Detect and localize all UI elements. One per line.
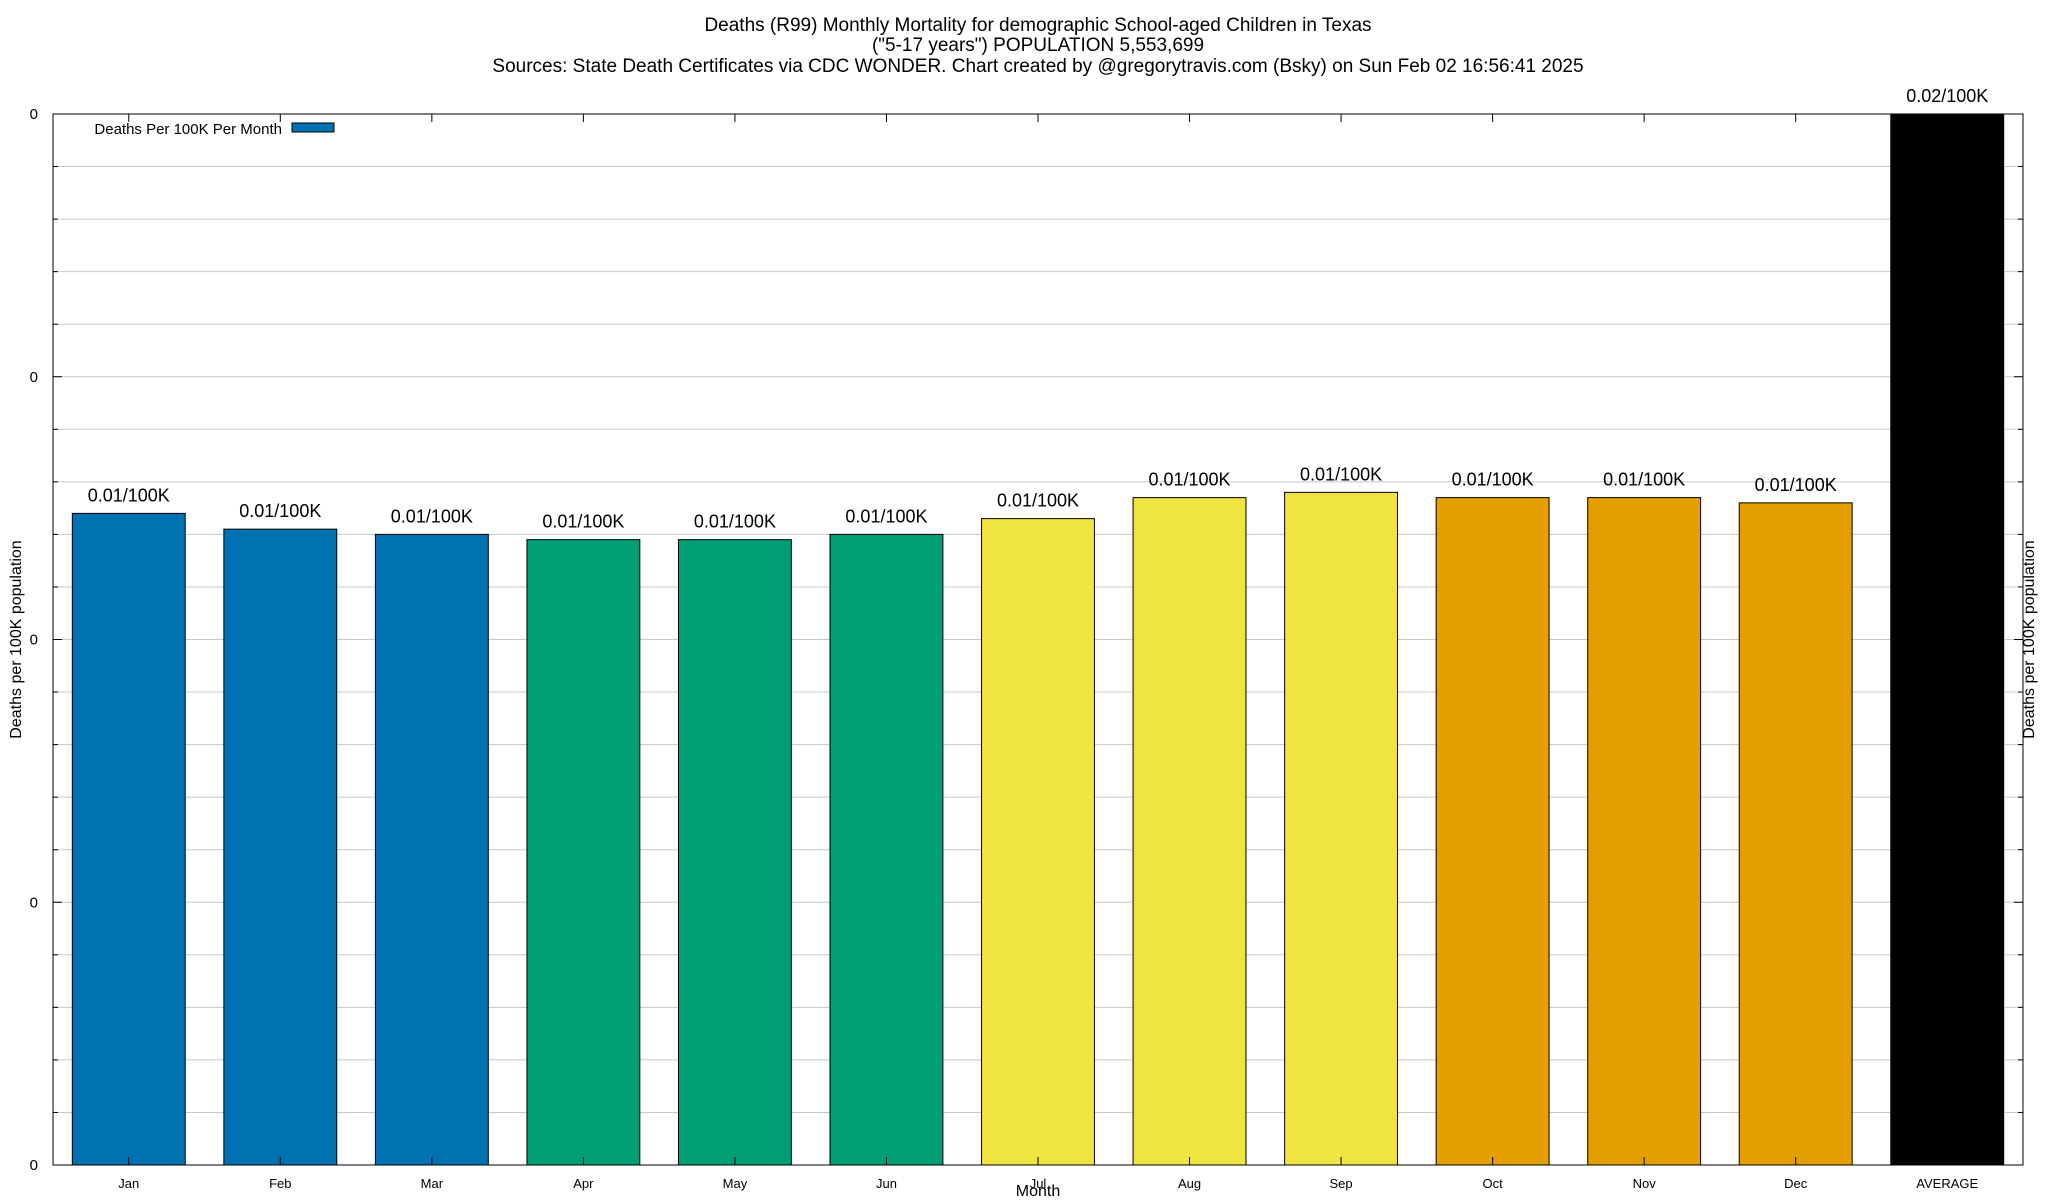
title-line-3: Sources: State Death Certificates via CD… (492, 56, 1583, 77)
title-line-1: Deaths (R99) Monthly Mortality for demog… (704, 15, 1371, 36)
x-tick-label-jan: Jan (118, 1176, 139, 1191)
data-label-mar: 0.01/100K (391, 506, 473, 526)
bar-apr (526, 539, 641, 1166)
bar-jun (829, 533, 944, 1166)
x-tick-labels: Jan Feb Mar Apr May Jun Jul Aug Sep Oct Nov Dec AVER… (118, 1176, 1978, 1191)
data-label-average: 0.02/100K (1906, 86, 1988, 106)
x-tick-label-may: May (723, 1176, 748, 1191)
x-tick-label-oct: Oct (1482, 1176, 1503, 1191)
bar-feb (223, 528, 338, 1166)
x-tick-label-mar: Mar (421, 1176, 444, 1191)
bar-oct (1435, 497, 1550, 1166)
data-label-aug: 0.01/100K (1148, 470, 1230, 490)
bar-sep (1284, 491, 1399, 1166)
bar-nov (1587, 497, 1702, 1166)
legend: Deaths Per 100K Per Month (94, 121, 335, 138)
data-label-dec: 0.01/100K (1755, 475, 1837, 495)
bar-jul (981, 518, 1095, 1166)
data-label-jul: 0.01/100K (997, 491, 1079, 511)
data-label-jun: 0.01/100K (845, 506, 927, 526)
bars (71, 113, 2005, 1166)
data-labels: 0.01/100K 0.01/100K 0.01/100K 0.01/100K 0.01… (88, 86, 1989, 532)
x-tick-label-nov: Nov (1633, 1176, 1657, 1191)
data-label-feb: 0.01/100K (239, 501, 321, 521)
x-tick-label-apr: Apr (573, 1176, 594, 1191)
bar-dec (1738, 502, 1853, 1166)
y-tick-label: 0 (30, 369, 38, 386)
data-label-jan: 0.01/100K (88, 485, 170, 505)
title-line-2: ("5-17 years") POPULATION 5,553,699 (872, 35, 1204, 56)
bar-jan (71, 512, 186, 1166)
y-tick-labels: 0 0 0 0 0 (30, 106, 38, 1174)
data-label-oct: 0.01/100K (1452, 470, 1534, 490)
y-tick-label: 0 (30, 632, 38, 649)
legend-label: Deaths Per 100K Per Month (94, 121, 282, 138)
y-tick-label: 0 (30, 894, 38, 911)
x-tick-label-sep: Sep (1330, 1176, 1353, 1191)
x-tick-label-average: AVERAGE (1916, 1176, 1978, 1191)
y-axis-label: Deaths per 100K population (8, 540, 25, 738)
x-tick-label-aug: Aug (1178, 1176, 1201, 1191)
bar-mar (374, 533, 489, 1166)
bar-may (677, 539, 792, 1166)
bar-average (1890, 113, 2005, 1166)
x-axis-label: Month (1016, 1183, 1060, 1200)
x-tick-label-jul: Jul (1030, 1176, 1047, 1191)
data-label-sep: 0.01/100K (1300, 464, 1382, 484)
bar-aug (1132, 497, 1247, 1166)
data-label-apr: 0.01/100K (542, 512, 624, 532)
chart-title: Deaths (R99) Monthly Mortality for demog… (492, 15, 1583, 77)
legend-swatch (291, 122, 335, 133)
x-tick-label-dec: Dec (1784, 1176, 1808, 1191)
data-label-may: 0.01/100K (694, 512, 776, 532)
data-label-nov: 0.01/100K (1603, 470, 1685, 490)
x-tick-label-jun: Jun (876, 1176, 897, 1191)
y2-axis-label: Deaths per 100K population (2021, 540, 2038, 738)
x-tick-label-feb: Feb (269, 1176, 291, 1191)
y-tick-label: 0 (30, 1157, 38, 1174)
axis-ticks (53, 113, 2023, 1166)
y-tick-label: 0 (30, 106, 38, 123)
